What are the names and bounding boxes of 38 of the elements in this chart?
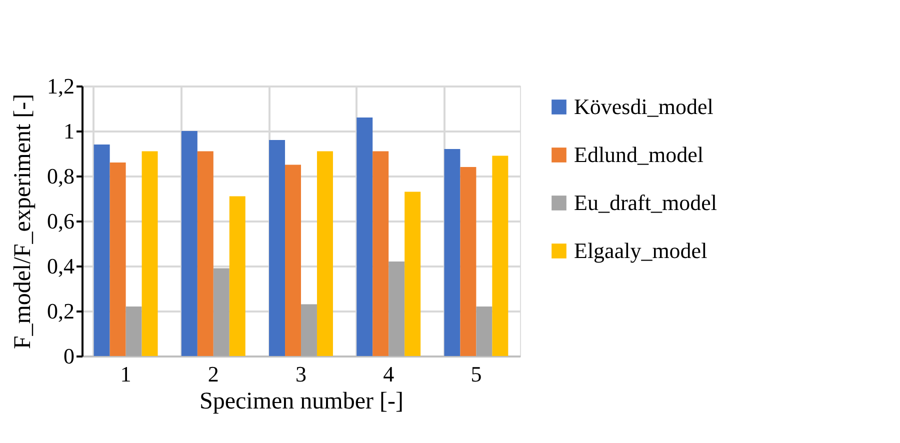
y-tick-label: 1,2 xyxy=(47,74,74,98)
legend-label: Edlund_model xyxy=(574,142,704,167)
y-tick-label: 0,8 xyxy=(47,164,74,188)
x-tick-label: 2 xyxy=(208,362,219,386)
x-axis-title: Specimen number [-] xyxy=(200,388,404,414)
bar xyxy=(444,149,460,356)
bar xyxy=(142,151,158,356)
y-tick-label: 0,4 xyxy=(47,254,74,278)
bar xyxy=(126,306,142,356)
bar xyxy=(460,167,476,356)
bar xyxy=(285,164,301,356)
bar xyxy=(404,192,421,356)
bar xyxy=(269,140,286,356)
bar xyxy=(388,262,405,356)
x-tick-label: 5 xyxy=(470,362,482,386)
bar xyxy=(476,306,492,356)
y-tick-label: 0,2 xyxy=(47,298,74,324)
bar xyxy=(356,118,373,356)
x-tick-label: 3 xyxy=(296,362,306,386)
bar xyxy=(301,304,317,356)
bar xyxy=(213,268,230,356)
y-tick-label: 0,6 xyxy=(47,208,74,234)
legend-label: Kövesdi_model xyxy=(574,94,714,119)
x-tick-label: 4 xyxy=(383,362,394,386)
bar xyxy=(110,162,126,356)
x-tick-label: 1 xyxy=(120,362,132,386)
y-tick-label: 0 xyxy=(64,344,74,368)
y-axis-title: F_model/F_experiment [-] xyxy=(10,94,36,350)
legend-label: Elgaaly_model xyxy=(574,238,708,263)
bar xyxy=(372,151,389,356)
bar xyxy=(197,151,214,356)
bar xyxy=(229,196,246,356)
bar xyxy=(316,151,333,356)
bar xyxy=(181,131,198,356)
legend-label: Eu_draft_model xyxy=(574,190,717,215)
y-tick-label: 1 xyxy=(64,118,74,144)
bar xyxy=(492,156,508,356)
bar xyxy=(94,144,110,356)
